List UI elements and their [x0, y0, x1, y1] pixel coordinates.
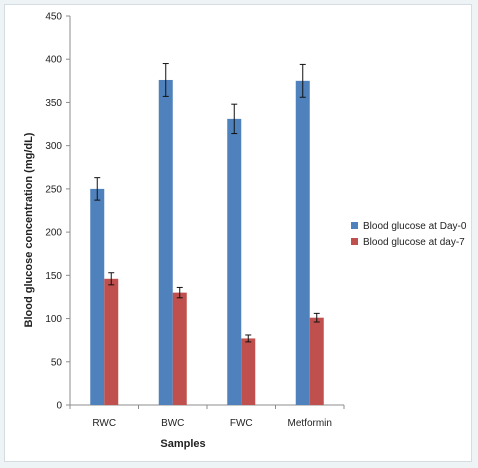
x-tick-label: Metformin	[288, 418, 332, 429]
legend-swatch-day0	[351, 222, 358, 229]
legend-swatch-day7	[351, 238, 358, 245]
x-tick-label: FWC	[230, 418, 253, 429]
bar-day7-metformin	[309, 317, 324, 405]
bar-day0-metformin	[295, 80, 310, 405]
x-axis-title: Samples	[160, 438, 205, 450]
y-tick-label: 100	[45, 314, 62, 325]
bar-day0-rwc	[90, 188, 105, 405]
y-tick-label: 350	[45, 98, 62, 109]
bar-day7-fwc	[241, 338, 256, 405]
y-tick-label: 300	[45, 141, 62, 152]
legend: Blood glucose at Day-0 Blood glucose at d…	[351, 221, 467, 248]
y-tick-label: 0	[56, 401, 62, 412]
y-axis-title: Blood glucose concentration (mg/dL)	[23, 132, 35, 327]
x-tick-label: RWC	[92, 418, 116, 429]
bar-day7-bwc	[172, 292, 187, 405]
bar-day0-bwc	[158, 79, 173, 406]
y-tick-label: 450	[45, 12, 62, 23]
y-tick-label: 400	[45, 55, 62, 66]
y-tick-label: 50	[51, 357, 63, 368]
plot-area: 0 50 100 150 200 250 300 350 400 450 RWC BWC FWC Metf…	[45, 12, 345, 429]
x-tick-label: BWC	[161, 418, 184, 429]
y-tick-label: 150	[45, 271, 62, 282]
y-tick-label: 250	[45, 184, 62, 195]
bar-day0-fwc	[227, 118, 242, 405]
bar-day7-rwc	[104, 278, 119, 405]
legend-label-day0: Blood glucose at Day-0	[363, 221, 467, 232]
y-tick-label: 200	[45, 228, 62, 239]
legend-label-day7: Blood glucose at day-7	[363, 237, 465, 248]
